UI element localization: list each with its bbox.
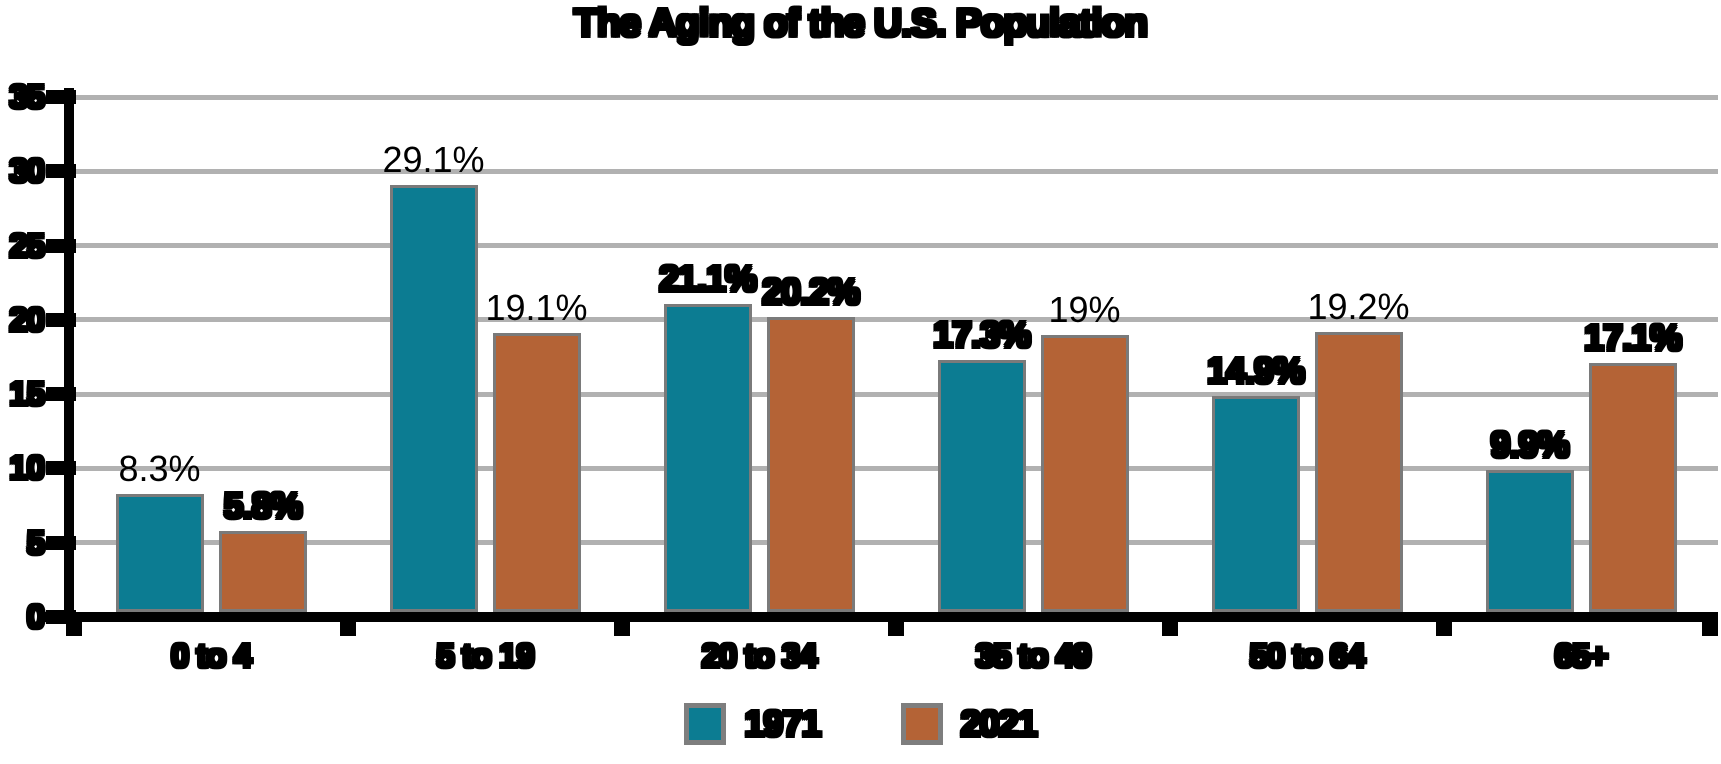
y-axis-tick-label-5: 5	[26, 523, 45, 561]
gridline-25	[64, 243, 1718, 249]
x-axis-category-label-65+: 65+	[1554, 637, 1609, 674]
gridline-5	[64, 540, 1718, 546]
gridline-30	[64, 168, 1718, 174]
y-axis-tick-label-10: 10	[9, 449, 45, 487]
bar-value-label-1971-50-to-64: 14.9%	[1206, 349, 1305, 391]
y-axis-tick-25	[46, 238, 76, 253]
y-axis-tick-label-25: 25	[9, 226, 45, 264]
bar-1971-35-to-49	[937, 359, 1026, 612]
bar-value-label-1971-5-to-19: 29.1%	[382, 138, 485, 180]
y-axis-tick-label-0: 0	[26, 598, 45, 635]
gridline-10	[64, 465, 1718, 471]
y-axis-tick-label-20: 20	[9, 300, 45, 338]
x-axis-category-label-5-to-19: 5 to 19	[436, 637, 535, 674]
gridline-20	[64, 317, 1718, 323]
legend-label-2021: 2021	[960, 703, 1038, 744]
x-axis-line	[45, 612, 1718, 622]
y-axis-tick-20	[46, 312, 76, 327]
legend: 1971 2021	[0, 703, 1721, 745]
bar-value-label-1971-65+: 9.9%	[1490, 423, 1569, 465]
y-axis-line	[64, 88, 74, 622]
bar-2021-65+	[1588, 362, 1677, 612]
bar-1971-65+	[1485, 469, 1574, 612]
x-axis-tick-5	[1436, 612, 1452, 636]
bar-value-label-2021-65+: 17.1%	[1583, 316, 1682, 358]
gridline-15	[64, 391, 1718, 397]
x-axis-category-label-0-to-4: 0 to 4	[170, 637, 252, 674]
legend-swatch-1971	[684, 703, 727, 745]
y-axis-tick-15	[46, 387, 76, 402]
x-axis-category-label-35-to-49: 35 to 49	[975, 637, 1092, 674]
x-axis-tick-4	[1162, 612, 1178, 636]
bar-2021-5-to-19	[492, 333, 581, 612]
x-axis-category-label-20-to-34: 20 to 34	[701, 637, 818, 674]
legend-item-1971: 1971	[684, 703, 822, 745]
bar-1971-0-to-4	[115, 493, 204, 612]
bar-2021-20-to-34	[766, 316, 855, 612]
bar-value-label-2021-20-to-34: 20.2%	[761, 270, 860, 312]
x-axis-tick-3	[888, 612, 904, 636]
bar-value-label-1971-0-to-4: 8.3%	[118, 447, 201, 489]
legend-swatch-2021	[900, 703, 943, 745]
x-axis-tick-6	[1702, 612, 1718, 636]
bar-2021-0-to-4	[218, 530, 307, 612]
y-axis-tick-10	[46, 461, 76, 476]
bar-value-label-2021-35-to-49: 19%	[1048, 288, 1121, 330]
y-axis-tick-30	[46, 164, 76, 179]
legend-item-2021: 2021	[900, 703, 1038, 745]
bar-1971-50-to-64	[1211, 395, 1300, 612]
bar-1971-20-to-34	[663, 303, 752, 612]
bar-2021-50-to-64	[1314, 331, 1403, 612]
x-axis-tick-1	[340, 612, 356, 636]
gridline-35	[64, 94, 1718, 100]
bar-value-label-2021-5-to-19: 19.1%	[485, 287, 588, 329]
bar-value-label-1971-20-to-34: 21.1%	[658, 257, 757, 299]
x-axis-tick-0	[66, 612, 82, 636]
x-axis-category-label-50-to-64: 50 to 64	[1249, 637, 1366, 674]
bar-value-label-1971-35-to-49: 17.3%	[932, 313, 1031, 355]
y-axis-tick-label-35: 35	[9, 78, 45, 115]
y-axis-tick-label-15: 15	[9, 375, 45, 413]
x-axis-tick-2	[614, 612, 630, 636]
bar-1971-5-to-19	[389, 184, 478, 612]
legend-label-1971: 1971	[744, 703, 821, 744]
bar-value-label-2021-0-to-4: 5.8%	[223, 484, 302, 526]
y-axis-tick-5	[46, 535, 76, 550]
y-axis-tick-label-30: 30	[9, 152, 45, 190]
bar-value-label-2021-50-to-64: 19.2%	[1307, 285, 1410, 327]
bar-2021-35-to-49	[1040, 334, 1129, 612]
chart-title: The Aging of the U.S. Population	[573, 2, 1148, 45]
y-axis-tick-35	[46, 90, 76, 104]
